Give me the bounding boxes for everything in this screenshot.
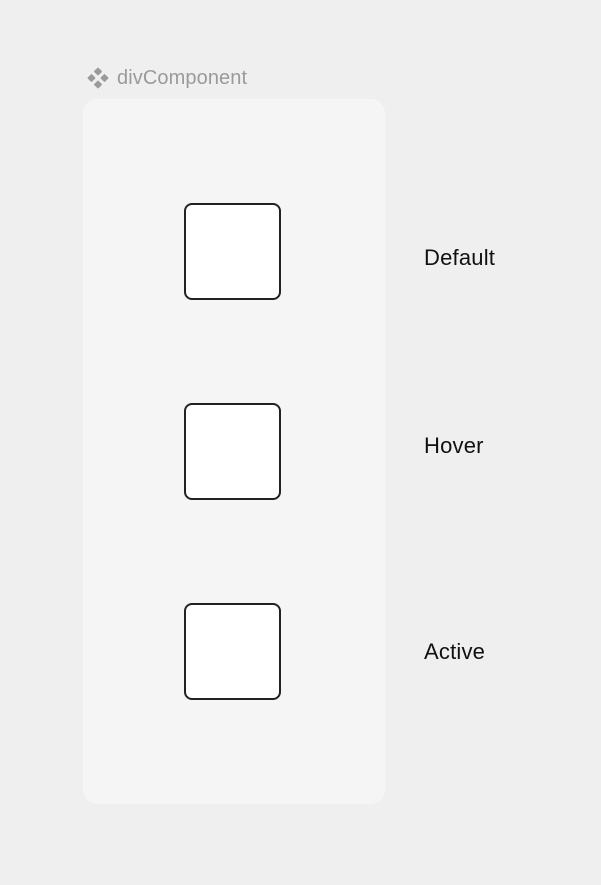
variant-active-box[interactable] xyxy=(184,603,281,700)
variant-default-box[interactable] xyxy=(184,203,281,300)
component-header[interactable]: divComponent xyxy=(86,66,247,90)
component-icon xyxy=(87,67,109,89)
variant-default-label: Default xyxy=(424,245,496,270)
variant-active-label: Active xyxy=(424,639,486,664)
component-name: divComponent xyxy=(117,67,248,89)
variant-hover-label: Hover xyxy=(424,433,484,458)
variant-hover-box[interactable] xyxy=(184,403,281,500)
